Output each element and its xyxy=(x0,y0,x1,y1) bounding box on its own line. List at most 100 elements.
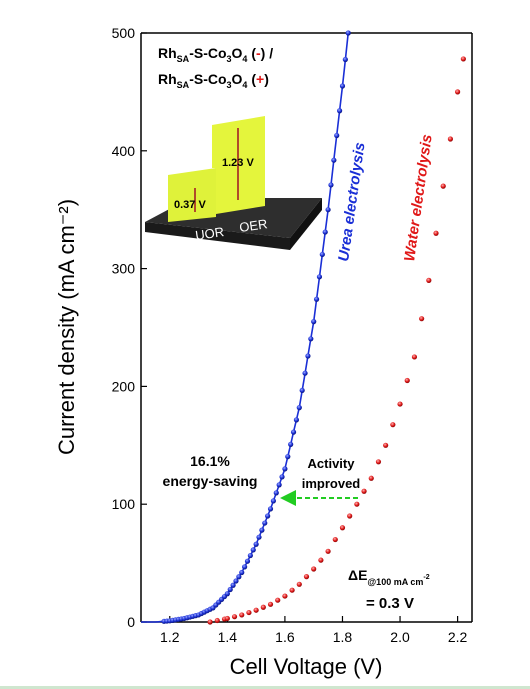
urea-point xyxy=(279,474,285,480)
water-point xyxy=(390,422,396,428)
urea-point xyxy=(253,541,259,547)
urea-point xyxy=(308,336,314,342)
water-point xyxy=(447,136,454,142)
x-tick-label: 1.2 xyxy=(160,629,180,645)
water-point xyxy=(440,183,446,189)
urea-point xyxy=(250,547,256,553)
inset-base-front xyxy=(145,222,290,250)
water-point xyxy=(433,230,439,236)
water-point xyxy=(397,401,403,407)
bottom-divider xyxy=(0,686,530,689)
urea-point xyxy=(293,417,300,423)
urea-point xyxy=(313,296,320,302)
inset-base-side xyxy=(290,198,322,250)
activity-line-1: Activity xyxy=(308,456,356,471)
x-tick-label: 2.2 xyxy=(448,629,468,645)
y-tick-label: 300 xyxy=(112,261,136,277)
water-point xyxy=(207,619,213,625)
urea-point xyxy=(236,574,242,580)
water-point xyxy=(224,615,230,622)
water-point xyxy=(214,617,220,624)
water-point xyxy=(339,525,346,531)
urea-point xyxy=(224,591,230,597)
urea-curve-label: Urea electrolysis xyxy=(335,141,369,262)
water-point xyxy=(253,607,259,613)
urea-point xyxy=(285,454,291,460)
water-point xyxy=(260,604,266,610)
urea-point xyxy=(337,108,343,114)
urea-point xyxy=(339,83,346,89)
water-point xyxy=(455,89,461,95)
urea-point xyxy=(233,578,239,584)
water-point xyxy=(361,488,367,494)
inset-oer-value: 1.23 V xyxy=(222,157,254,169)
y-tick-label: 200 xyxy=(112,378,136,394)
legend-line-2: RhSA-S-Co3O4 (+) xyxy=(158,71,269,90)
urea-point xyxy=(242,564,248,570)
water-point xyxy=(267,601,274,607)
urea-point xyxy=(239,569,245,576)
urea-point xyxy=(282,466,288,472)
urea-point xyxy=(322,229,328,235)
y-axis-label: Current density (mA cm⁻²) xyxy=(54,199,79,455)
water-point xyxy=(375,459,382,465)
urea-point xyxy=(345,30,351,36)
activity-line-2: improved xyxy=(302,476,361,491)
urea-point xyxy=(342,56,348,63)
water-point xyxy=(354,501,360,507)
urea-point xyxy=(331,157,337,163)
saving-percent: 16.1% xyxy=(190,453,230,469)
delta-e-label: ΔE@100 mA cm-2 xyxy=(348,567,430,587)
urea-point xyxy=(288,441,294,447)
urea-point xyxy=(227,586,233,593)
urea-point xyxy=(325,207,331,213)
inset-uor-value: 0.37 V xyxy=(174,199,206,211)
y-tick-label: 100 xyxy=(112,496,136,512)
water-point xyxy=(311,566,317,572)
urea-point xyxy=(276,482,282,488)
water-curve-label: Water electrolysis xyxy=(401,133,436,262)
y-tick-label: 500 xyxy=(112,25,136,41)
urea-point xyxy=(259,527,265,533)
saving-text: energy-saving xyxy=(163,473,258,489)
urea-point xyxy=(302,370,308,376)
y-tick-label: 400 xyxy=(112,143,136,159)
delta-e-value: = 0.3 V xyxy=(366,595,414,612)
urea-point xyxy=(316,274,323,280)
water-point xyxy=(332,536,338,543)
series-urea-electrolysis xyxy=(141,30,351,624)
plot-frame xyxy=(140,32,473,623)
axis-ticks: 1.2 1.4 1.6 1.8 2.0 2.2 0 100 200 300 400 500 xyxy=(112,25,468,645)
urea-point xyxy=(273,490,279,496)
water-point xyxy=(231,614,238,620)
urea-point xyxy=(334,132,340,139)
urea-point xyxy=(270,498,276,504)
water-point xyxy=(411,354,418,360)
urea-point xyxy=(305,353,311,359)
water-point xyxy=(368,475,374,481)
x-tick-label: 1.8 xyxy=(333,629,353,645)
inset-illustration: 0.37 V 1.23 V UOR OER xyxy=(145,116,322,250)
water-point xyxy=(289,587,295,593)
series-water-electrolysis xyxy=(207,56,466,625)
urea-point xyxy=(244,558,251,564)
urea-point xyxy=(262,520,268,526)
urea-point xyxy=(265,513,271,519)
urea-point xyxy=(267,506,274,512)
inset-oer-label: OER xyxy=(238,216,268,235)
legend-plus-symbol: + xyxy=(256,71,264,87)
x-tick-label: 1.6 xyxy=(275,629,295,645)
x-tick-label: 1.4 xyxy=(218,629,238,645)
urea-point xyxy=(256,534,262,540)
urea-point xyxy=(328,182,334,188)
water-point xyxy=(275,597,281,603)
urea-point xyxy=(296,405,302,411)
water-point xyxy=(460,56,466,62)
water-point xyxy=(246,609,252,616)
water-point xyxy=(303,574,310,580)
urea-point xyxy=(290,429,297,435)
x-axis-label: Cell Voltage (V) xyxy=(230,654,383,679)
water-point xyxy=(325,548,331,554)
water-point xyxy=(404,377,410,384)
